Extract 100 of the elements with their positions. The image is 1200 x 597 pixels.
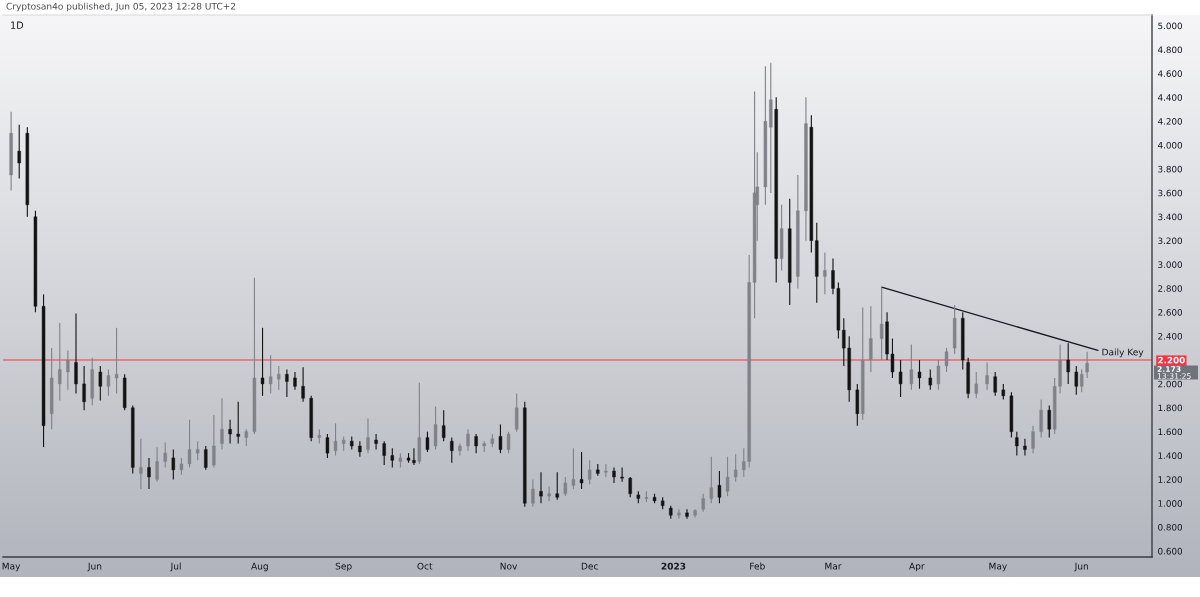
x-tick-label: Jun [87, 562, 102, 572]
candlestick [417, 382, 422, 465]
candlestick [1047, 404, 1051, 439]
candlestick [382, 440, 386, 466]
candlestick [171, 449, 176, 480]
candlestick [268, 354, 273, 394]
y-tick-label: 2.600 [1158, 309, 1183, 316]
candlestick [390, 447, 395, 469]
candlestick [531, 478, 535, 508]
candlestick [301, 366, 305, 403]
x-tick-label: Mar [825, 562, 842, 570]
candlestick [898, 359, 903, 398]
candlestick [187, 419, 192, 469]
candlestick [677, 508, 681, 520]
candlestick [620, 466, 624, 483]
y-tick-label: 3.800 [1158, 165, 1183, 173]
candlestick [425, 431, 430, 453]
y-tick-label: 4.200 [1157, 118, 1183, 125]
candlestick [717, 470, 722, 504]
candlestick [236, 401, 240, 445]
candlestick [709, 456, 714, 504]
candlestick [450, 437, 454, 464]
candlestick [466, 428, 470, 452]
candlestick [1085, 351, 1089, 379]
candlestick [685, 508, 689, 520]
candlestick [285, 369, 289, 398]
x-tick-label: Nov [500, 562, 518, 570]
candlestick [1074, 365, 1078, 396]
candlestick [66, 349, 70, 391]
candlestick [612, 466, 616, 484]
candlestick [869, 305, 873, 373]
candlestick [228, 419, 232, 445]
candlestick [823, 252, 827, 295]
candlestick [1023, 438, 1027, 457]
ref-line-label: Daily Key [1102, 348, 1144, 358]
candlestick [974, 371, 978, 399]
y-tick-label: 2.200 [1158, 356, 1185, 364]
candlestick [555, 471, 559, 501]
candlestick [325, 433, 330, 459]
y-tick-label: 1.600 [1158, 428, 1183, 436]
candlestick [725, 456, 730, 497]
x-tick-label: Dec [581, 562, 598, 570]
candlestick [547, 486, 551, 502]
chart-subtitle: Cryptosan4o published, Jun 05, 2023 12:28 UTC+2 [6, 2, 236, 12]
y-tick-label: 2.800 [1158, 285, 1183, 292]
x-tick-label: Jun [1074, 562, 1088, 572]
y-tick-label: 5.000 [1158, 22, 1183, 30]
candlestick [333, 422, 338, 457]
y-tick-label: 4.000 [1157, 141, 1183, 149]
y-tick-label: 1.000 [1158, 500, 1183, 507]
y-tick-label: 2.400 [1158, 332, 1183, 340]
candlestick [204, 445, 208, 471]
text: 1D [11, 21, 24, 29]
candlestick [571, 447, 576, 490]
x-tick-label: Sep [335, 562, 352, 572]
candlestick [155, 446, 159, 483]
candlestick [733, 453, 738, 483]
candlestick [1031, 425, 1035, 454]
y-tick-label: 4.400 [1157, 94, 1183, 101]
candlestick [936, 359, 941, 391]
candlestick [909, 343, 914, 391]
y-tick-label: 1.200 [1158, 476, 1183, 483]
x-tick-label: Jul [170, 562, 181, 572]
candlestick [358, 440, 362, 458]
x-tick-label: May [2, 562, 21, 572]
candlestick [1066, 342, 1070, 385]
candlestick [195, 440, 200, 461]
candlestick [277, 365, 281, 391]
candlestick [539, 471, 543, 504]
candlestick [458, 443, 462, 457]
candlestick [1080, 369, 1084, 393]
candlestick [17, 124, 21, 180]
candlestick [587, 459, 592, 485]
candlestick [928, 369, 933, 391]
candlestick [498, 423, 503, 454]
y-tick-label: 4.800 [1157, 46, 1183, 54]
x-tick-label: Apr [909, 562, 925, 572]
y-tick-label: 4.600 [1157, 70, 1183, 77]
y-tick-label: 3.600 [1158, 189, 1183, 197]
candlestick [474, 433, 478, 454]
candlestick [879, 286, 884, 361]
candlestick [82, 365, 86, 411]
candlestick [220, 397, 224, 451]
candlestick [106, 369, 111, 397]
y-tick-label: 3.400 [1158, 213, 1183, 221]
y-tick-label: 0.600 [1158, 547, 1183, 555]
candlestick [1039, 398, 1043, 439]
candlestick [74, 312, 78, 394]
candlestick [1015, 431, 1019, 457]
candlestick [147, 457, 151, 490]
candlestick [579, 451, 584, 490]
x-tick-label: May [989, 562, 1007, 572]
candlestick [855, 383, 860, 427]
x-tick-label: Aug [251, 562, 268, 572]
y-tick-label: 3.000 [1158, 261, 1183, 268]
candlestick [139, 438, 143, 490]
candlestick [212, 414, 216, 469]
x-tick-label: 2023 [661, 562, 686, 570]
candlestick [604, 463, 608, 478]
candlestick [366, 417, 370, 454]
